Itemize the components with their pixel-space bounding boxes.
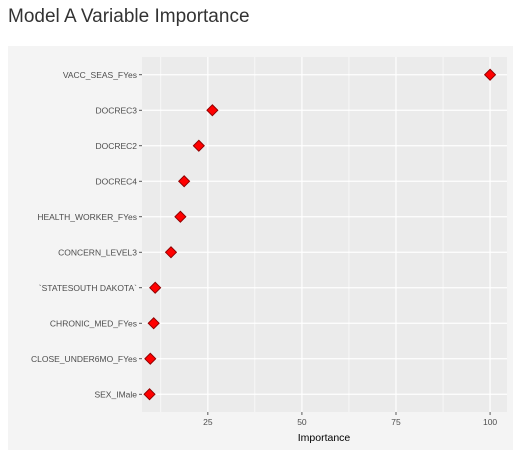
data-point [206,104,219,117]
page-title: Model A Variable Importance [8,6,250,27]
y-tick-label: CONCERN_LEVEL3 [58,247,137,257]
y-tick-label: CLOSE_UNDER6MO_FYes [31,354,137,364]
plot-background [142,57,507,412]
x-tick-label: 50 [297,417,307,427]
x-tick-label: 25 [203,417,213,427]
x-axis: 25 50 75 100 [203,412,497,427]
y-tick-label: DOCREC2 [95,141,137,151]
y-tick-label: CHRONIC_MED_FYes [50,318,137,328]
data-point [164,246,178,259]
y-tick-label: DOCREC4 [95,176,137,186]
y-tick-label: `STATESOUTH DAKOTA` [39,283,137,293]
x-axis-title: Importance [298,432,351,444]
data-point [192,139,205,152]
data-point [178,175,191,188]
y-tick-label: VACC_SEAS_FYes [63,70,137,80]
y-tick-label: HEALTH_WORKER_FYes [37,212,137,222]
data-point [483,68,497,81]
grid [142,57,507,412]
y-tick-label: DOCREC3 [95,105,137,115]
data-point [174,210,187,223]
y-tick-label: SEX_IMale [94,389,137,399]
x-tick-label: 75 [391,417,401,427]
x-tick-label: 100 [483,417,497,427]
data-point [147,317,160,330]
y-axis: VACC_SEAS_FYes DOCREC3 DOCREC2 DOCREC4 HEALT… [31,70,142,399]
data-point [144,352,157,365]
data-point [149,281,162,294]
data-point [143,388,156,401]
data-points [143,68,497,401]
